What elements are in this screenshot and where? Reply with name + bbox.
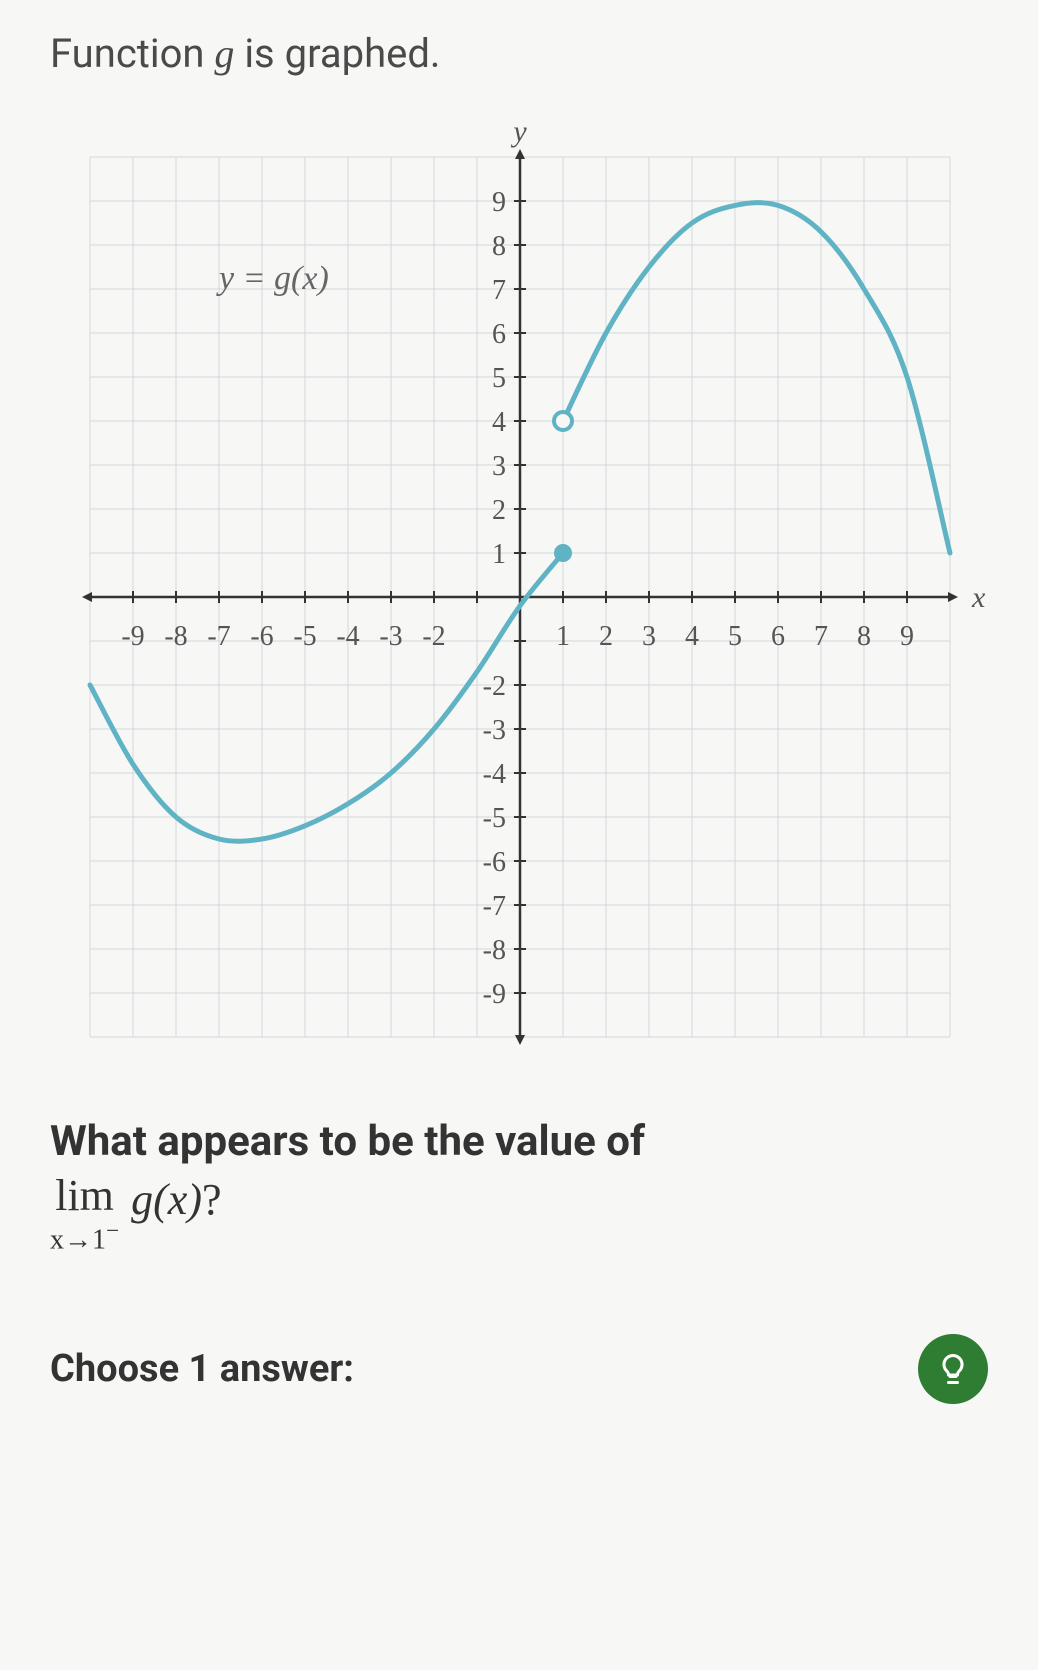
prompt-prefix: Function xyxy=(50,30,214,77)
svg-text:-8: -8 xyxy=(164,621,187,652)
svg-text:-2: -2 xyxy=(483,671,506,702)
svg-text:-2: -2 xyxy=(422,621,445,652)
svg-text:y = g(x): y = g(x) xyxy=(216,260,329,297)
question-block: What appears to be the value of lim x→1−… xyxy=(50,1117,988,1254)
svg-text:1: 1 xyxy=(492,539,506,570)
gx: g(x) xyxy=(131,1175,202,1224)
svg-text:-7: -7 xyxy=(207,621,230,652)
lightbulb-icon xyxy=(935,1351,971,1387)
svg-text:5: 5 xyxy=(728,621,742,652)
svg-text:4: 4 xyxy=(685,621,699,652)
svg-text:-6: -6 xyxy=(483,847,506,878)
lim-word: lim xyxy=(55,1174,114,1218)
choose-label: Choose 1 answer: xyxy=(50,1347,354,1391)
svg-text:-9: -9 xyxy=(121,621,144,652)
svg-text:7: 7 xyxy=(492,275,506,306)
problem-prompt: Function g is graphed. xyxy=(50,30,988,77)
svg-text:1: 1 xyxy=(556,621,570,652)
svg-text:-5: -5 xyxy=(293,621,316,652)
chart-svg: 123456789-9-8-7-6-5-4-3-2123456789-2-3-4… xyxy=(50,117,990,1077)
lim-subscript: x→1− xyxy=(50,1220,119,1254)
svg-text:4: 4 xyxy=(492,407,506,438)
svg-text:9: 9 xyxy=(900,621,914,652)
qmark: ? xyxy=(202,1175,222,1224)
svg-text:3: 3 xyxy=(492,451,506,482)
svg-text:-6: -6 xyxy=(250,621,273,652)
svg-text:-8: -8 xyxy=(483,935,506,966)
limit-expression: lim x→1− g(x)? xyxy=(50,1174,988,1254)
svg-text:-4: -4 xyxy=(336,621,359,652)
svg-text:6: 6 xyxy=(771,621,785,652)
svg-text:x: x xyxy=(971,581,986,614)
svg-text:7: 7 xyxy=(814,621,828,652)
choose-row: Choose 1 answer: xyxy=(50,1334,988,1404)
svg-text:-5: -5 xyxy=(483,803,506,834)
svg-text:6: 6 xyxy=(492,319,506,350)
svg-text:2: 2 xyxy=(599,621,613,652)
svg-text:5: 5 xyxy=(492,363,506,394)
svg-text:-3: -3 xyxy=(483,715,506,746)
hint-button[interactable] xyxy=(918,1334,988,1404)
function-graph: 123456789-9-8-7-6-5-4-3-2123456789-2-3-4… xyxy=(50,117,990,1077)
svg-text:8: 8 xyxy=(857,621,871,652)
prompt-suffix: is graphed. xyxy=(234,30,440,77)
svg-text:-9: -9 xyxy=(483,979,506,1010)
question-text: What appears to be the value of xyxy=(50,1117,988,1166)
svg-text:2: 2 xyxy=(492,495,506,526)
svg-text:9: 9 xyxy=(492,187,506,218)
prompt-var: g xyxy=(214,31,234,76)
svg-text:y: y xyxy=(510,117,527,148)
svg-text:8: 8 xyxy=(492,231,506,262)
svg-text:-4: -4 xyxy=(483,759,506,790)
svg-text:-7: -7 xyxy=(483,891,506,922)
svg-text:3: 3 xyxy=(642,621,656,652)
svg-text:-3: -3 xyxy=(379,621,402,652)
